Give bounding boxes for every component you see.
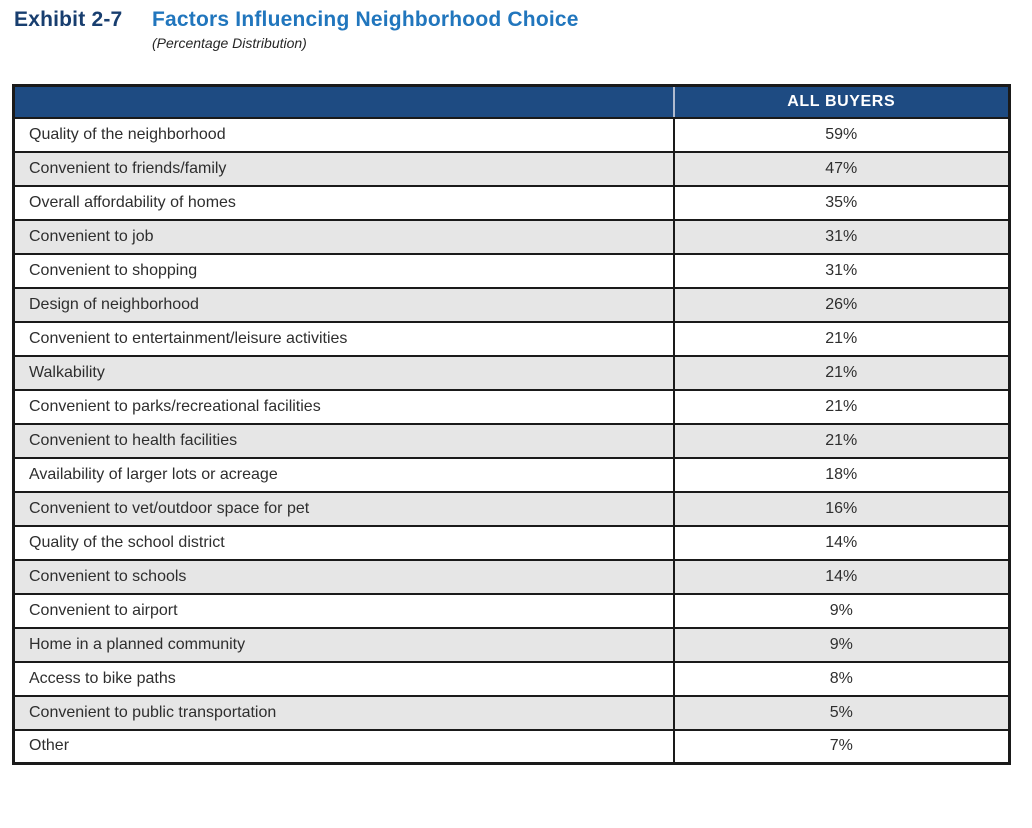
table-row: Convenient to friends/family 47%: [12, 150, 1011, 187]
table-header-row: ALL BUYERS: [13, 85, 1010, 119]
value-cell: 21%: [672, 388, 1011, 425]
table-row: Quality of the school district 14%: [12, 524, 1011, 561]
value-cell: 35%: [672, 184, 1011, 221]
table-row: Access to bike paths 8%: [12, 660, 1011, 697]
table-row: Overall affordability of homes 35%: [12, 184, 1011, 221]
table-row: Walkability 21%: [12, 354, 1011, 391]
value-cell: 18%: [672, 456, 1011, 493]
factor-cell: Convenient to health facilities: [12, 422, 675, 459]
value-cell: 26%: [672, 286, 1011, 323]
value-cell: 9%: [672, 626, 1011, 663]
exhibit-number-label: Exhibit 2-7: [14, 8, 123, 31]
factor-cell: Convenient to entertainment/leisure acti…: [12, 320, 675, 357]
factor-cell: Design of neighborhood: [12, 286, 675, 323]
value-cell: 16%: [672, 490, 1011, 527]
table-row: Convenient to public transportation 5%: [12, 694, 1011, 731]
table-row: Convenient to airport 9%: [12, 592, 1011, 629]
factor-cell: Access to bike paths: [12, 660, 675, 697]
value-cell: 21%: [672, 320, 1011, 357]
factor-cell: Convenient to public transportation: [12, 694, 675, 731]
factor-cell: Convenient to airport: [12, 592, 675, 629]
table-row: Convenient to schools 14%: [12, 558, 1011, 595]
value-cell: 5%: [672, 694, 1011, 731]
table-row: Design of neighborhood 26%: [12, 286, 1011, 323]
value-cell: 31%: [672, 252, 1011, 289]
table-row: Availability of larger lots or acreage 18…: [12, 456, 1011, 493]
title-group: Factors Influencing Neighborhood Choice …: [152, 8, 579, 51]
factor-cell: Quality of the neighborhood: [12, 116, 675, 153]
factor-cell: Other: [12, 728, 675, 765]
exhibit-subtitle: (Percentage Distribution): [152, 35, 307, 52]
table-row: Home in a planned community 9%: [12, 626, 1011, 663]
exhibit-header: Exhibit 2-7 Factors Influencing Neighbor…: [0, 0, 1032, 51]
table-body: Quality of the neighborhood 59% Convenient…: [12, 116, 1011, 765]
factor-cell: Convenient to schools: [12, 558, 675, 595]
table-row: Convenient to parks/recreational facilit…: [12, 388, 1011, 425]
table-row: Convenient to shopping 31%: [12, 252, 1011, 289]
value-cell: 7%: [672, 728, 1011, 765]
table-row: Other 7%: [12, 728, 1011, 765]
factor-cell: Convenient to job: [12, 218, 675, 255]
table-row: Convenient to entertainment/leisure acti…: [12, 320, 1011, 357]
factor-cell: Convenient to parks/recreational facilit…: [12, 388, 675, 425]
value-cell: 21%: [672, 354, 1011, 391]
value-cell: 14%: [672, 558, 1011, 595]
factor-cell: Convenient to friends/family: [12, 150, 675, 187]
value-cell: 47%: [672, 150, 1011, 187]
value-cell: 31%: [672, 218, 1011, 255]
factor-cell: Quality of the school district: [12, 524, 675, 561]
factor-cell: Overall affordability of homes: [12, 184, 675, 221]
factor-column-header: [13, 85, 674, 119]
factor-cell: Walkability: [12, 354, 675, 391]
value-cell: 21%: [672, 422, 1011, 459]
table-row: Convenient to vet/outdoor space for pet 1…: [12, 490, 1011, 527]
factor-cell: Convenient to vet/outdoor space for pet: [12, 490, 675, 527]
value-cell: 59%: [672, 116, 1011, 153]
factor-cell: Convenient to shopping: [12, 252, 675, 289]
value-cell: 9%: [672, 592, 1011, 629]
all-buyers-column-header: ALL BUYERS: [672, 85, 1010, 119]
table-row: Quality of the neighborhood 59%: [12, 116, 1011, 153]
value-cell: 8%: [672, 660, 1011, 697]
factor-cell: Home in a planned community: [12, 626, 675, 663]
factors-table: ALL BUYERS Quality of the neighborhood 59…: [12, 84, 1011, 765]
table-row: Convenient to health facilities 21%: [12, 422, 1011, 459]
exhibit-title: Factors Influencing Neighborhood Choice: [152, 8, 579, 31]
value-cell: 14%: [672, 524, 1011, 561]
table-row: Convenient to job 31%: [12, 218, 1011, 255]
factor-cell: Availability of larger lots or acreage: [12, 456, 675, 493]
